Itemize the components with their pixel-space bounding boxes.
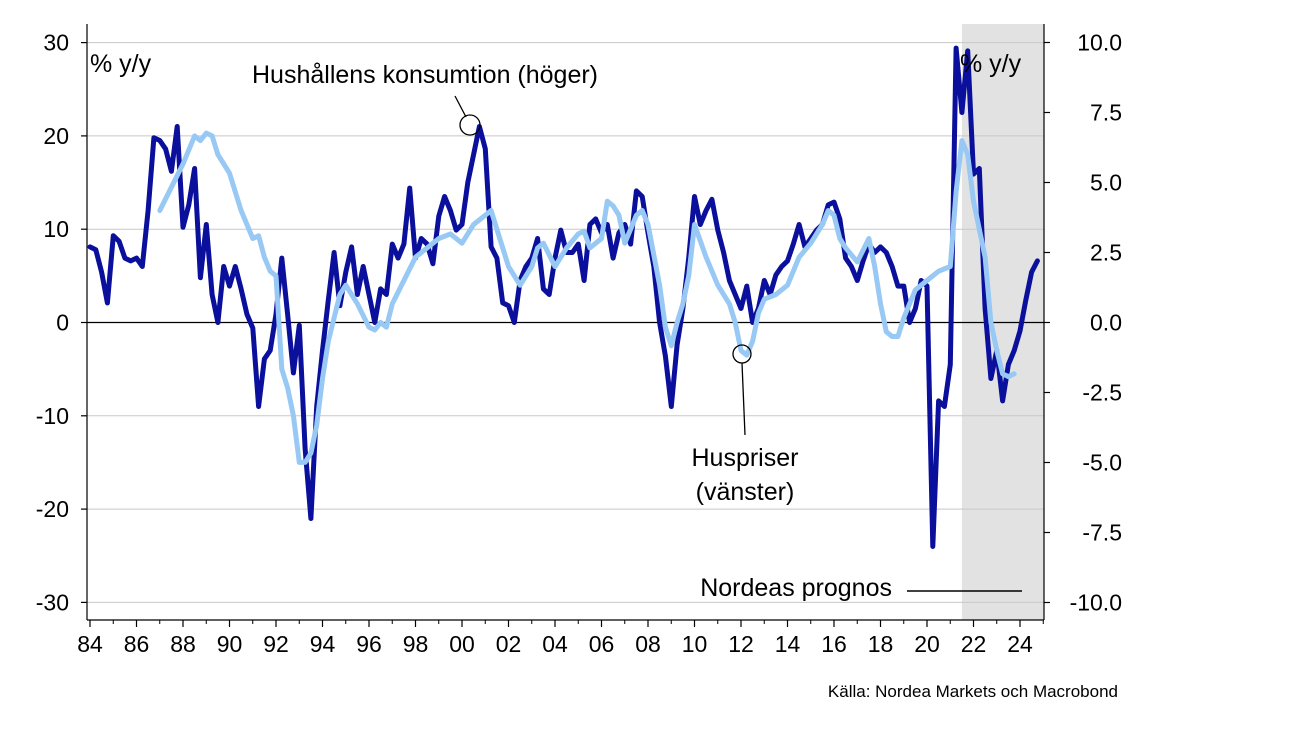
series-line-huspriser (157, 130, 1017, 465)
x-tick-label: 18 (868, 631, 894, 657)
right-axis-unit-label: % y/y (960, 50, 1022, 78)
x-tick-label: 90 (217, 631, 243, 657)
right-tick-label: 5.0 (1090, 170, 1122, 196)
x-tick-label: 84 (77, 631, 103, 657)
x-tick-label: 06 (589, 631, 615, 657)
x-tick-label: 92 (263, 631, 289, 657)
series-line-hushallens-konsumtion (87, 45, 1040, 549)
right-tick-label: -5.0 (1082, 450, 1122, 476)
left-tick-label: 0 (56, 310, 69, 336)
x-tick-label: 16 (821, 631, 847, 657)
annotation-consumption-marker (459, 114, 481, 136)
right-tick-label: 2.5 (1090, 240, 1122, 266)
right-axis-ticks: 10.0 7.5 5.0 2.5 0.0 -2.5 -5.0 -7.5 -10.0 (1044, 30, 1122, 616)
left-axis-ticks: 30 20 10 0 -10 -20 -30 (36, 30, 87, 615)
x-tick-label: 14 (775, 631, 801, 657)
annotation-houseprice-leader (741, 362, 746, 436)
right-tick-label: -2.5 (1082, 380, 1122, 406)
right-tick-label: 0.0 (1090, 310, 1122, 336)
left-tick-label: 20 (43, 123, 69, 149)
x-tick-label: 22 (961, 631, 987, 657)
annotation-houseprice-line2: (vänster) (696, 478, 795, 506)
x-tick-label: 12 (728, 631, 754, 657)
x-tick-label: 88 (170, 631, 196, 657)
annotation-forecast: Nordeas prognos (700, 574, 892, 602)
annotation-consumption: Hushållens konsumtion (höger) (252, 61, 598, 89)
left-tick-label: 10 (43, 216, 69, 242)
left-tick-label: -30 (36, 589, 69, 615)
right-tick-label: 7.5 (1090, 100, 1122, 126)
right-tick-label: 10.0 (1077, 30, 1122, 56)
x-axis-ticks: 84 86 88 90 92 94 96 98 00 02 04 06 08 10 12 14 16 18 20 22… (77, 620, 1044, 657)
x-tick-label: 10 (682, 631, 708, 657)
x-tick-label: 08 (635, 631, 661, 657)
x-tick-label: 20 (914, 631, 940, 657)
annotation-consumption-leader (454, 95, 467, 118)
left-axis-unit-label: % y/y (90, 50, 152, 78)
left-tick-label: 30 (43, 30, 69, 56)
x-tick-label: 00 (449, 631, 475, 657)
x-tick-label: 94 (310, 631, 336, 657)
right-tick-label: -10.0 (1070, 590, 1122, 616)
x-tick-label: 02 (496, 631, 522, 657)
x-tick-label: 98 (403, 631, 429, 657)
x-tick-label: 04 (542, 631, 568, 657)
right-tick-label: -7.5 (1082, 520, 1122, 546)
x-tick-label: 96 (356, 631, 382, 657)
left-tick-label: -20 (36, 496, 69, 522)
x-tick-label: 24 (1007, 631, 1033, 657)
source-note: Källa: Nordea Markets och Macrobond (828, 682, 1118, 701)
x-tick-label: 86 (124, 631, 150, 657)
left-tick-label: -10 (36, 403, 69, 429)
annotation-houseprice-line1: Huspriser (692, 444, 799, 472)
